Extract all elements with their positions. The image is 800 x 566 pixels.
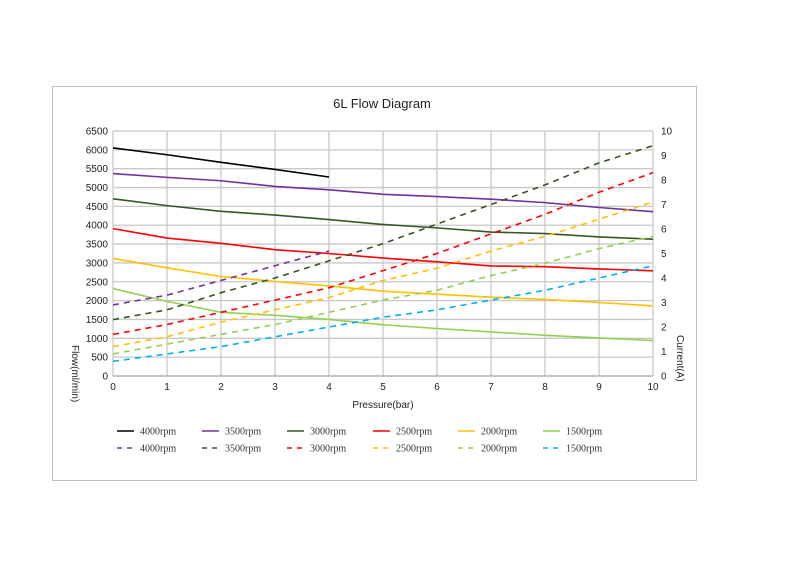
- legend-label: 2500rpm: [396, 444, 432, 455]
- y2-tick-label: 2: [661, 323, 667, 334]
- x-axis-label: Pressure(bar): [352, 400, 413, 411]
- series-line-solid-3500rpm: [112, 172, 654, 213]
- x-tick-label: 10: [647, 382, 659, 393]
- legend-label: 2000rpm: [481, 444, 517, 455]
- y2-tick-label: 6: [661, 225, 667, 236]
- series-line-solid-3000rpm: [112, 198, 654, 240]
- y-tick-label: 6500: [86, 127, 109, 138]
- series-line-solid-2000rpm: [112, 257, 654, 307]
- series-line-dashed-3000rpm: [112, 171, 654, 336]
- series-line-dashed-2000rpm: [112, 235, 654, 355]
- x-tick-label: 3: [272, 382, 278, 393]
- legend-label: 3500rpm: [225, 444, 261, 455]
- series-line-solid-2500rpm: [112, 227, 654, 272]
- legend-label: 2500rpm: [396, 427, 432, 438]
- y2-tick-label: 7: [661, 200, 667, 211]
- y-tick-label: 5500: [86, 164, 109, 175]
- chart-title: 6L Flow Diagram: [333, 96, 431, 111]
- y-tick-label: 2000: [86, 296, 109, 307]
- series-lines: [112, 144, 654, 363]
- legend-label: 3000rpm: [310, 444, 346, 455]
- legend-label: 3000rpm: [310, 427, 346, 438]
- y2-tick-label: 10: [661, 127, 673, 138]
- legend-label: 4000rpm: [140, 427, 176, 438]
- x-tick-label: 9: [596, 382, 602, 393]
- x-tick-label: 2: [218, 382, 224, 393]
- y2-tick-label: 9: [661, 151, 667, 162]
- axis-ticks: 0500100015002000250030003500400045005000…: [86, 127, 673, 394]
- series-line-solid-4000rpm: [112, 147, 330, 178]
- x-tick-label: 1: [164, 382, 170, 393]
- legend-label: 1500rpm: [566, 444, 602, 455]
- chart-frame: [52, 86, 697, 481]
- y-tick-label: 3500: [86, 240, 109, 251]
- y2-tick-label: 3: [661, 298, 667, 309]
- y2-tick-label: 1: [661, 347, 667, 358]
- legend: 4000rpm 3500rpm 3000rpm 2500rpm 2000rpm 1500r…: [117, 427, 602, 455]
- y2-tick-label: 8: [661, 176, 667, 187]
- y2-tick-label: 5: [661, 249, 667, 260]
- legend-label: 2000rpm: [481, 427, 517, 438]
- y-tick-label: 1500: [86, 315, 109, 326]
- y-tick-label: 1000: [86, 334, 109, 345]
- series-line-dashed-1500rpm: [112, 264, 654, 363]
- x-tick-label: 5: [380, 382, 386, 393]
- x-tick-label: 7: [488, 382, 494, 393]
- y2-axis-label: Current(A): [674, 335, 685, 382]
- y-tick-label: 4500: [86, 202, 109, 213]
- x-tick-label: 8: [542, 382, 548, 393]
- x-tick-label: 4: [326, 382, 332, 393]
- legend-label: 4000rpm: [140, 444, 176, 455]
- y-tick-label: 500: [91, 353, 108, 364]
- series-line-dashed-3500rpm: [112, 144, 654, 321]
- y-tick-label: 6000: [86, 145, 109, 156]
- x-tick-label: 6: [434, 382, 440, 393]
- y-tick-label: 3000: [86, 258, 109, 269]
- series-line-dashed-4000rpm: [112, 250, 330, 306]
- series-line-dashed-2500rpm: [112, 201, 654, 348]
- y-tick-label: 4000: [86, 221, 109, 232]
- y2-tick-label: 0: [661, 372, 667, 383]
- y-tick-label: 2500: [86, 277, 109, 288]
- y-axis-label: Flow(ml/min): [69, 345, 80, 402]
- series-line-solid-1500rpm: [112, 287, 654, 342]
- legend-label: 3500rpm: [225, 427, 261, 438]
- x-tick-label: 0: [110, 382, 116, 393]
- legend-label: 1500rpm: [566, 427, 602, 438]
- y-tick-label: 0: [102, 372, 108, 383]
- grid: [112, 130, 654, 377]
- y-tick-label: 5000: [86, 183, 109, 194]
- y2-tick-label: 4: [661, 274, 667, 285]
